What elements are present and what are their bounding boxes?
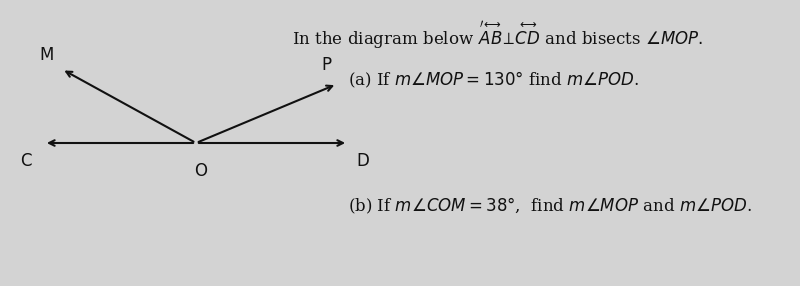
Text: D: D bbox=[356, 152, 369, 170]
Text: (b) If $m\angle COM = 38°$,  find $m\angle MOP$ and $m\angle POD$.: (b) If $m\angle COM = 38°$, find $m\angl… bbox=[348, 196, 752, 216]
Text: (a) If $m\angle MOP = 130°$ find $m\angle POD$.: (a) If $m\angle MOP = 130°$ find $m\angl… bbox=[348, 70, 639, 90]
Text: M: M bbox=[40, 46, 54, 64]
Text: In the diagram below $\overset{\,\prime\!\longleftrightarrow}{AB}\!\perp\!\overs: In the diagram below $\overset{\,\prime\… bbox=[292, 20, 703, 52]
Text: P: P bbox=[322, 56, 332, 74]
Text: O: O bbox=[194, 162, 207, 180]
Text: C: C bbox=[21, 152, 32, 170]
